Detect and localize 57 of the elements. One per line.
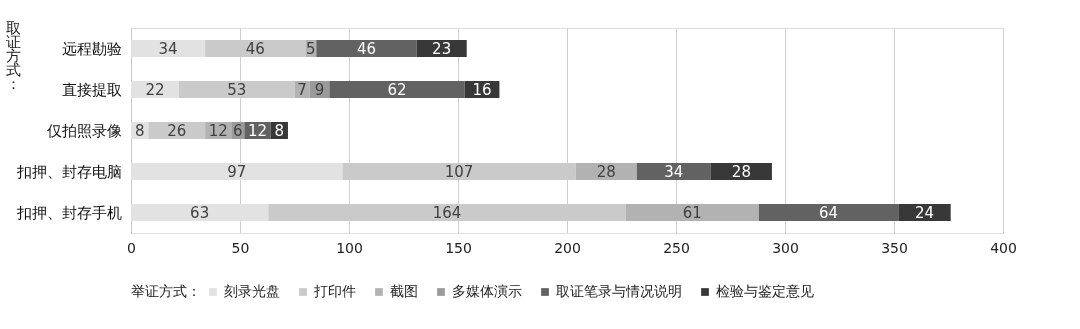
bar bbox=[636, 163, 711, 180]
bar bbox=[131, 163, 343, 180]
x-tick-label: 200 bbox=[554, 239, 581, 256]
legend-label: 截图 bbox=[390, 283, 418, 299]
y-tick-label: 远程勘验 bbox=[61, 39, 122, 58]
data-label: 8 bbox=[274, 121, 285, 140]
data-label: 53 bbox=[227, 80, 247, 99]
data-label: 64 bbox=[819, 203, 839, 222]
data-label: 164 bbox=[432, 203, 462, 222]
x-tick-label: 0 bbox=[127, 239, 136, 256]
data-label: 12 bbox=[247, 121, 267, 140]
bar bbox=[625, 204, 759, 221]
bar bbox=[316, 40, 417, 57]
bar bbox=[758, 204, 899, 221]
x-tick-label: 150 bbox=[445, 239, 472, 256]
bar bbox=[131, 40, 206, 57]
legend-label: 刻录光盘 bbox=[224, 283, 280, 299]
data-label: 97 bbox=[227, 162, 247, 181]
y-tick-label: 扣押、封存手机 bbox=[15, 203, 122, 222]
data-label: 28 bbox=[596, 162, 616, 181]
y-axis-title: 取证方式： bbox=[6, 18, 21, 93]
data-label: 63 bbox=[190, 203, 210, 222]
bar bbox=[131, 204, 269, 221]
x-tick-label: 350 bbox=[881, 239, 908, 256]
legend-label: 取证笔录与情况说明 bbox=[556, 283, 682, 299]
data-label: 26 bbox=[167, 121, 187, 140]
data-label: 9 bbox=[314, 80, 325, 99]
legend-title: 举证方式： bbox=[131, 283, 201, 299]
y-tick-label: 扣押、封存电脑 bbox=[15, 162, 122, 181]
data-label: 12 bbox=[208, 121, 228, 140]
x-tick-label: 300 bbox=[772, 239, 799, 256]
data-label: 61 bbox=[682, 203, 702, 222]
legend-label: 打印件 bbox=[313, 283, 356, 299]
data-label: 28 bbox=[731, 162, 751, 181]
data-label: 7 bbox=[297, 80, 307, 99]
data-label: 16 bbox=[472, 80, 492, 99]
data-label: 23 bbox=[432, 39, 452, 58]
y-tick-label: 直接提取 bbox=[61, 80, 122, 99]
legend-label: 检验与鉴定意见 bbox=[716, 283, 814, 299]
x-tick-label: 400 bbox=[990, 239, 1017, 256]
data-label: 46 bbox=[245, 39, 265, 58]
data-label: 34 bbox=[158, 39, 178, 58]
data-label: 22 bbox=[145, 80, 165, 99]
data-label: 5 bbox=[306, 39, 316, 58]
legend-label: 多媒体演示 bbox=[452, 283, 522, 299]
data-label: 8 bbox=[134, 121, 145, 140]
x-tick-label: 50 bbox=[231, 239, 250, 256]
x-tick-label: 250 bbox=[663, 239, 690, 256]
y-tick-label: 仅拍照录像 bbox=[46, 121, 122, 140]
data-label: 34 bbox=[664, 162, 684, 181]
data-label: 107 bbox=[444, 162, 474, 181]
data-label: 62 bbox=[387, 80, 407, 99]
bar bbox=[329, 81, 465, 98]
data-label: 24 bbox=[914, 203, 935, 222]
data-label: 6 bbox=[233, 121, 243, 140]
data-label: 46 bbox=[356, 39, 376, 58]
x-tick-label: 100 bbox=[336, 239, 363, 256]
